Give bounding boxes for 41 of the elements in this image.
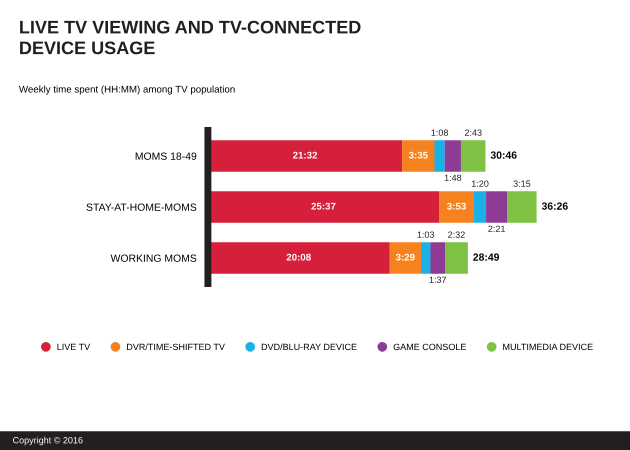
bar [444, 140, 461, 172]
data-label: 2:43 [464, 129, 482, 136]
data-label: 1:37 [430, 276, 446, 283]
data-label: 3:29 [396, 254, 415, 261]
data-label: 1:03 [418, 231, 434, 238]
text: Weekly time spent (HH:MM) among TV population [18, 86, 235, 95]
data-label: 1:48 [444, 174, 462, 181]
y-tick-label: STAY-AT-HOME-MOMS [86, 204, 196, 211]
data-label: 2:21 [488, 226, 506, 232]
bar [402, 140, 434, 172]
total-label: 30:46 [490, 151, 517, 159]
data-label: 25:37 [311, 202, 336, 210]
y-tick-label: MOMS 18-49 [136, 152, 196, 160]
bar [460, 140, 486, 172]
data-label: 3:35 [408, 152, 428, 159]
total-label: 28:49 [473, 253, 500, 261]
bar [430, 242, 446, 274]
bar [486, 191, 508, 223]
data-label: 21:32 [292, 152, 318, 159]
legend-label: MULTIMEDIA DEVICE [503, 344, 593, 350]
data-label: 1:08 [432, 129, 448, 136]
data-label: 3:53 [447, 202, 466, 210]
legend-label: LIVE TV [57, 344, 90, 350]
bar [439, 191, 474, 223]
bar [390, 242, 421, 274]
legend-label: DVR/TIME-SHIFTED TV [127, 343, 225, 350]
text: Copyright © 2016 [13, 436, 83, 446]
y-tick-label: WORKING MOMS [110, 254, 196, 262]
bar [474, 191, 486, 223]
total-label: 36:26 [542, 202, 568, 210]
data-label: 3:15 [513, 180, 530, 187]
bar [445, 242, 468, 274]
legend-label: GAME CONSOLE [394, 344, 466, 350]
data-label: 2:32 [448, 231, 465, 238]
data-label: 20:08 [286, 254, 311, 261]
chart-title: LIVE TV VIEWING AND TV-CONNECTED DEVICE USAGE [20, 20, 361, 54]
bar [420, 242, 430, 274]
bar [434, 140, 445, 172]
data-label: 1:20 [472, 180, 488, 187]
bar [507, 191, 537, 223]
legend-label: DVD/BLU-RAY DEVICE [262, 343, 357, 350]
